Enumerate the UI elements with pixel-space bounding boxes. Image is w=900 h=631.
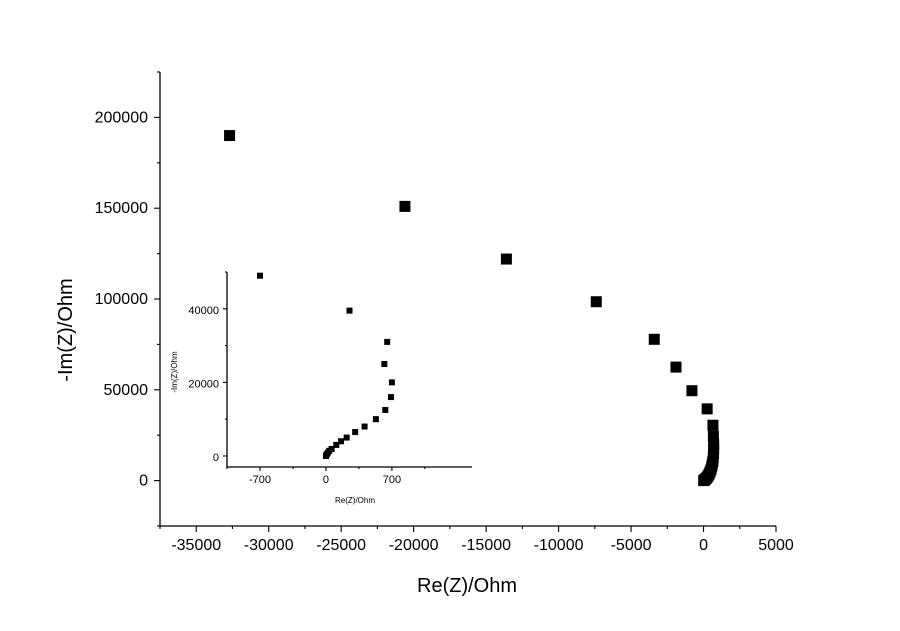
main-x-tick-label: 0 [699, 537, 708, 554]
inset-data-point [322, 452, 329, 459]
inset-y-tick-label: 0 [213, 452, 219, 464]
inset-data-point [361, 423, 368, 430]
inset-data-points [256, 272, 395, 459]
inset-y-tick-label: 20000 [188, 378, 219, 390]
main-x-tick-label: -35000 [171, 537, 221, 554]
inset-x-tick-label: 700 [383, 474, 401, 486]
main-plot: -35000 -30000 -25000 -20000 -15000 -10000 -500… [55, 71, 794, 597]
main-data-point [648, 333, 660, 345]
main-data-point [500, 253, 512, 265]
main-data-point [707, 430, 719, 442]
inset-data-point [381, 360, 388, 367]
main-x-tick-label: 5000 [758, 537, 794, 554]
main-x-tick-label: -25000 [316, 537, 366, 554]
main-y-axis-title: -Im(Z)/Ohm [55, 278, 77, 381]
main-data-point [224, 130, 236, 142]
inset-data-point [382, 406, 389, 413]
inset-data-point [338, 438, 345, 445]
main-data-point [590, 296, 602, 308]
main-ticks [154, 71, 777, 532]
main-data-point [701, 403, 713, 415]
inset-data-point [384, 338, 391, 345]
main-x-tick-label: -30000 [244, 537, 294, 554]
inset-data-point [256, 272, 263, 279]
main-y-tick-label: 0 [139, 473, 148, 490]
inset-data-point [346, 307, 353, 314]
main-data-points [224, 130, 720, 487]
main-x-tick-label: -15000 [461, 537, 511, 554]
inset-data-point [352, 429, 359, 436]
inset-x-tick-label: 0 [323, 474, 329, 486]
main-data-point [686, 385, 698, 397]
inset-data-point [343, 434, 350, 441]
main-x-tick-label: -20000 [389, 537, 439, 554]
main-x-tick-label: -10000 [534, 537, 584, 554]
main-tick-labels: -35000 -30000 -25000 -20000 -15000 -10000 -500… [95, 109, 794, 554]
inset-y-axis-title: -Im(Z)/Ohm [170, 351, 179, 393]
main-y-tick-label: 200000 [95, 109, 148, 126]
inset-ticks [223, 271, 426, 471]
main-data-point [698, 475, 710, 487]
main-data-point [399, 200, 411, 212]
main-y-tick-label: 50000 [104, 382, 149, 399]
inset-data-point [387, 394, 394, 401]
main-data-point [670, 361, 682, 373]
main-x-tick-label: -5000 [611, 537, 652, 554]
inset-data-point [333, 441, 340, 448]
inset-x-tick-label: -700 [249, 474, 271, 486]
main-data-point [707, 419, 719, 431]
inset-y-tick-label: 40000 [188, 305, 219, 317]
main-y-tick-label: 100000 [95, 291, 148, 308]
inset-data-point [372, 416, 379, 423]
main-x-axis-title: Re(Z)/Ohm [417, 575, 517, 597]
inset-tick-labels: -700 0 700 0 20000 40000 [188, 305, 401, 486]
inset-x-axis-title: Re(Z)/Ohm [335, 496, 375, 505]
inset-plot: -700 0 700 0 20000 40000 Re(Z)/Ohm -Im(Z)/Ohm [170, 271, 472, 505]
inset-data-point [388, 379, 395, 386]
main-y-tick-label: 150000 [95, 200, 148, 217]
